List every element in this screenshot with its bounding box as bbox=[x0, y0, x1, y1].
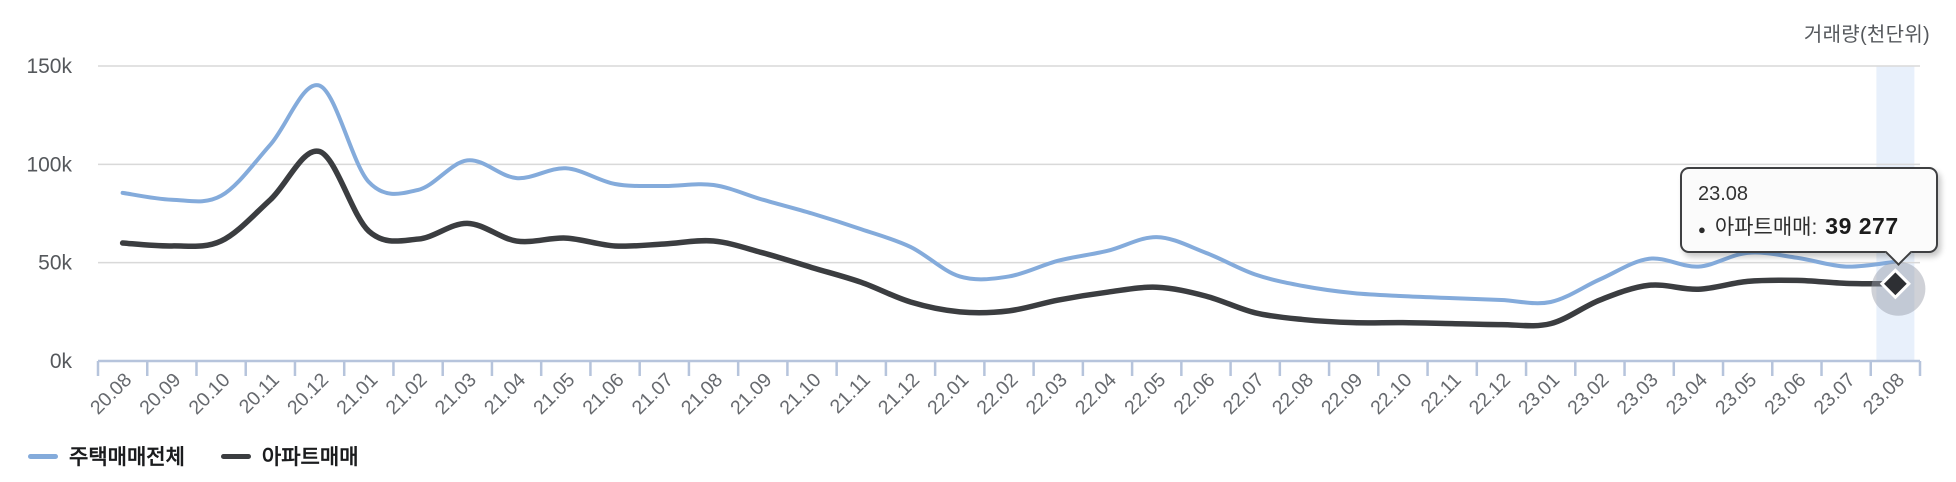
x-axis-label: 20.08 bbox=[86, 369, 136, 419]
legend-label: 아파트매매 bbox=[261, 446, 359, 469]
x-axis-label: 21.10 bbox=[775, 369, 825, 419]
x-axis-label: 20.12 bbox=[283, 369, 333, 419]
tooltip-category: 23.08 bbox=[1698, 183, 1749, 205]
x-axis-label: 21.01 bbox=[332, 369, 382, 419]
x-axis-label: 22.01 bbox=[923, 369, 973, 419]
tooltip-value: 39 277 bbox=[1825, 213, 1899, 239]
legend-item-apartment[interactable]: 아파트매매 bbox=[220, 441, 359, 471]
x-axis-label: 21.05 bbox=[529, 369, 579, 419]
x-axis-label: 22.03 bbox=[1022, 369, 1072, 419]
x-axis-label: 22.04 bbox=[1071, 369, 1121, 419]
y-axis-label: 150k bbox=[26, 55, 72, 78]
x-axis-label: 23.02 bbox=[1563, 369, 1613, 419]
legend-label: 주택매매전체 bbox=[69, 446, 185, 469]
x-axis-label: 21.11 bbox=[826, 369, 875, 418]
y-axis-label: 100k bbox=[26, 153, 72, 176]
x-axis-label: 21.03 bbox=[431, 369, 481, 419]
legend-line-swatch bbox=[28, 453, 58, 459]
x-axis-label: 22.11 bbox=[1417, 369, 1466, 418]
x-axis-label: 23.03 bbox=[1613, 369, 1663, 419]
tooltip-series-label: 아파트매매: bbox=[1714, 216, 1818, 239]
x-axis-label: 23.06 bbox=[1760, 369, 1810, 419]
x-axis-label: 21.06 bbox=[579, 369, 629, 419]
x-axis-label: 22.09 bbox=[1317, 369, 1367, 419]
x-axis-label: 22.06 bbox=[1169, 369, 1219, 419]
y-axis-label: 0k bbox=[50, 350, 73, 373]
x-axis-label: 22.08 bbox=[1268, 369, 1318, 419]
legend: 주택매매전체 아파트매매 bbox=[28, 441, 359, 471]
x-axis-label: 21.12 bbox=[874, 369, 924, 419]
x-axis-label: 20.10 bbox=[185, 369, 235, 419]
x-axis-label: 20.09 bbox=[135, 369, 185, 419]
x-axis-label: 22.02 bbox=[972, 369, 1022, 419]
x-axis-label: 23.01 bbox=[1514, 369, 1564, 419]
x-axis-label: 21.09 bbox=[726, 369, 776, 419]
series-line-total-housing[interactable] bbox=[120, 83, 1898, 306]
tooltip: 23.08 ● 아파트매매: 39 277 bbox=[1680, 167, 1938, 266]
x-axis-label: 22.12 bbox=[1465, 369, 1515, 419]
x-axis-label: 21.07 bbox=[628, 369, 678, 419]
legend-item-total-housing[interactable]: 주택매매전체 bbox=[28, 441, 185, 471]
selected-point-marker[interactable] bbox=[1879, 268, 1912, 300]
x-axis-label: 23.05 bbox=[1711, 369, 1761, 419]
x-axis-label: 23.08 bbox=[1859, 369, 1909, 419]
x-axis-label: 23.07 bbox=[1810, 369, 1860, 419]
x-axis-label: 22.07 bbox=[1219, 369, 1269, 419]
x-axis-label: 21.08 bbox=[677, 369, 727, 419]
tooltip-row: ● 아파트매매: 39 277 bbox=[1698, 211, 1920, 241]
x-axis-label: 22.10 bbox=[1366, 369, 1416, 419]
y-axis-label: 50k bbox=[38, 252, 72, 275]
x-axis-label: 21.02 bbox=[382, 369, 432, 419]
x-axis-label: 21.04 bbox=[480, 369, 530, 419]
series-line-apartment[interactable] bbox=[119, 148, 1899, 329]
legend-line-swatch bbox=[220, 453, 251, 459]
x-axis-label: 22.05 bbox=[1120, 369, 1170, 419]
x-axis-label: 20.11 bbox=[235, 369, 284, 418]
x-axis-label: 23.04 bbox=[1662, 369, 1712, 419]
series-dot-icon: ● bbox=[1698, 222, 1706, 237]
chart-title: 거래량(천단위) bbox=[1803, 24, 1930, 46]
